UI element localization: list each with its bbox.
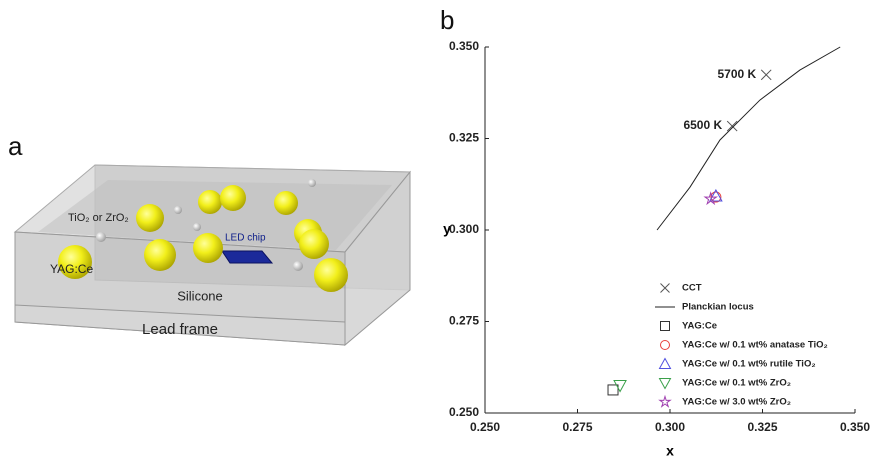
- point: [726, 120, 738, 132]
- legend-label: CCT: [682, 283, 702, 294]
- x-tick-label: 0.325: [747, 420, 777, 434]
- point: [703, 191, 718, 206]
- particle-label: TiO₂ or ZrO₂: [68, 212, 129, 224]
- right-face: [344, 170, 411, 347]
- phosphor-label: YAG:Ce: [50, 262, 93, 276]
- y-tick-label: 0.350: [449, 39, 479, 53]
- led-package-diagram: a TiO₂ or ZrO₂ YAG:Ce LED chip Silicone …: [8, 131, 412, 347]
- particle: [193, 223, 201, 231]
- x-tick-label: 0.250: [470, 420, 500, 434]
- phosphor: [198, 190, 222, 214]
- y-axis-label: y: [443, 221, 451, 237]
- point: [613, 380, 627, 393]
- point: [709, 188, 723, 202]
- particle: [293, 261, 303, 271]
- y-tick-label: 0.325: [449, 131, 479, 145]
- panel-label: b: [440, 5, 454, 35]
- legend-marker: [660, 340, 670, 350]
- legend-label: YAG:Ce w/ 0.1 wt% anatase TiO₂: [682, 340, 828, 351]
- y-tick-label: 0.250: [449, 405, 479, 419]
- legend-label: YAG:Ce w/ 0.1 wt% rutile TiO₂: [682, 359, 816, 370]
- legend-marker: [658, 394, 672, 408]
- legend-marker: [658, 357, 672, 369]
- x-tick-label: 0.275: [562, 420, 592, 434]
- legend-marker: [658, 378, 672, 390]
- legend-label: YAG:Ce: [682, 321, 717, 332]
- y-tick-label: 0.300: [449, 222, 479, 236]
- phosphor: [136, 204, 164, 232]
- point-label: 6500 K: [683, 118, 722, 132]
- legend-label: Planckian locus: [682, 302, 754, 313]
- x-tick-label: 0.300: [655, 420, 685, 434]
- chip-label: LED chip: [225, 233, 266, 244]
- silicone-label: Silicone: [177, 288, 223, 303]
- particle: [96, 232, 106, 242]
- legend-marker: [660, 283, 670, 293]
- phosphor: [58, 245, 92, 279]
- point: [607, 384, 619, 396]
- particle: [308, 179, 316, 187]
- y-tick-label: 0.275: [449, 314, 479, 328]
- point-label: 5700 K: [717, 67, 756, 81]
- x-tick-label: 0.350: [840, 420, 870, 434]
- phosphor: [314, 258, 348, 292]
- phosphor: [144, 239, 176, 271]
- legend-marker: [660, 321, 670, 331]
- point: [710, 191, 722, 203]
- phosphor: [193, 233, 223, 263]
- led-chip: [221, 250, 274, 264]
- particle: [174, 206, 182, 214]
- phosphor: [220, 185, 246, 211]
- phosphor-particles: [58, 185, 348, 292]
- x-axis-label: x: [666, 443, 674, 459]
- frame-label: Lead frame: [142, 321, 218, 338]
- phosphor: [299, 229, 329, 259]
- legend-label: YAG:Ce w/ 0.1 wt% ZrO₂: [682, 378, 791, 389]
- panel-label: a: [8, 131, 23, 161]
- locus-line: [656, 46, 841, 231]
- lead-frame: [14, 304, 346, 346]
- legend-label: YAG:Ce w/ 3.0 wt% ZrO₂: [682, 397, 791, 408]
- scattering-particles: [96, 179, 316, 271]
- point: [760, 69, 772, 81]
- phosphor: [274, 191, 298, 215]
- chromaticity-chart: b x y 0.250 0.275 0.300 0.325 0.350 0.250 0.27…: [440, 5, 870, 459]
